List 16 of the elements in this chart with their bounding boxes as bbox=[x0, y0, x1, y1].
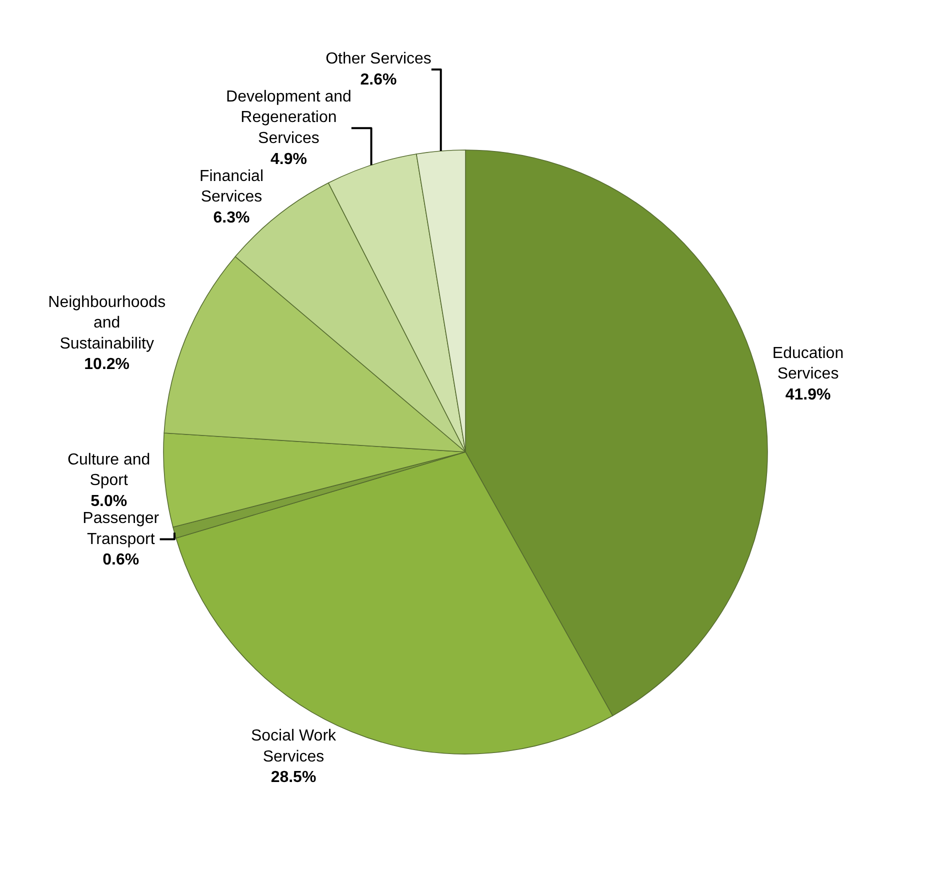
data-label: 6.3% bbox=[213, 209, 250, 226]
data-label: 10.2% bbox=[84, 356, 130, 374]
slice-label: Passenger Transport bbox=[82, 510, 160, 548]
slice-label: Neighbourhoods and Sustainability bbox=[48, 294, 166, 352]
slice-label: Other Services bbox=[326, 50, 432, 68]
data-label: 5.0% bbox=[90, 492, 128, 510]
data-label: 28.5% bbox=[270, 769, 316, 786]
data-label: 2.6% bbox=[360, 71, 397, 88]
slice-label: Development and Regeneration Services bbox=[226, 88, 352, 148]
data-label: 0.6% bbox=[102, 552, 140, 569]
slice-label: Financial Services bbox=[199, 168, 264, 206]
slice-label: Social Work Services bbox=[250, 728, 338, 766]
data-label: 4.9% bbox=[270, 150, 307, 168]
slice-label: Culture and Sport bbox=[67, 451, 150, 490]
data-label: 41.9% bbox=[785, 386, 831, 404]
slice-label: Education Services bbox=[772, 344, 844, 383]
